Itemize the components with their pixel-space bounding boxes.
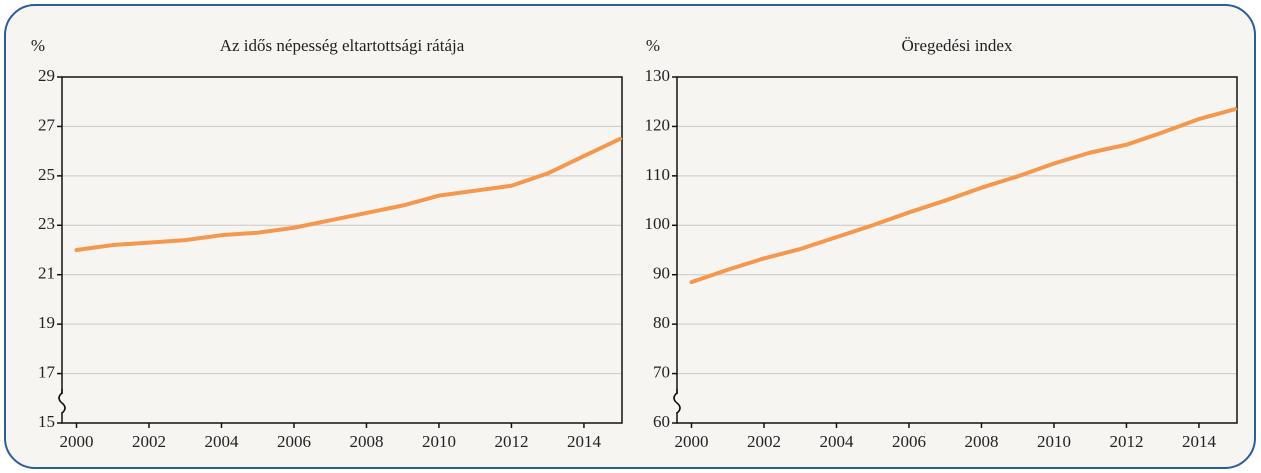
y-tick-label: 19: [38, 313, 55, 332]
x-tick-label: 2002: [132, 432, 166, 451]
x-tick-label: 2000: [59, 432, 93, 451]
y-tick-label: 120: [645, 115, 671, 134]
y-tick-label: 70: [653, 362, 670, 381]
chart-title: Az idős népesség eltartottsági rátája: [220, 36, 465, 55]
x-tick-label: 2008: [349, 432, 383, 451]
y-tick-label: 17: [38, 362, 56, 381]
x-tick-label: 2010: [1037, 432, 1071, 451]
plot-frame: [676, 76, 1238, 424]
y-tick-label: 110: [645, 165, 670, 184]
data-line: [689, 107, 1238, 285]
x-tick-label: 2012: [1109, 432, 1143, 451]
y-tick-label: 100: [645, 214, 671, 233]
x-tick-label: 2006: [892, 432, 926, 451]
y-tick-label: 29: [38, 66, 55, 85]
x-tick-label: 2012: [494, 432, 528, 451]
x-tick-label: 2014: [567, 432, 602, 451]
x-tick-label: 2000: [674, 432, 708, 451]
y-tick-label: 90: [653, 264, 670, 283]
x-tick-label: 2014: [1182, 432, 1217, 451]
panel-border: [4, 4, 1256, 469]
x-tick-label: 2006: [277, 432, 311, 451]
y-tick-label: 25: [38, 165, 55, 184]
y-tick-label: 21: [38, 264, 55, 283]
x-tick-label: 2002: [747, 432, 781, 451]
plot-frame: [61, 76, 623, 424]
x-tick-label: 2004: [819, 432, 854, 451]
x-tick-label: 2004: [204, 432, 239, 451]
y-unit: %: [31, 36, 45, 55]
chart-title: Öregedési index: [902, 36, 1013, 55]
y-tick-label: 60: [653, 412, 670, 431]
y-tick-label: 130: [645, 66, 671, 85]
y-tick-label: 80: [653, 313, 670, 332]
axis-break-curve: [58, 392, 66, 414]
y-tick-label: 15: [38, 412, 55, 431]
y-unit: %: [646, 36, 660, 55]
axis-break-curve: [673, 392, 681, 414]
y-tick-label: 27: [38, 115, 56, 134]
data-line: [74, 136, 623, 252]
x-tick-label: 2010: [422, 432, 456, 451]
y-tick-label: 23: [38, 214, 55, 233]
x-tick-label: 2008: [964, 432, 998, 451]
